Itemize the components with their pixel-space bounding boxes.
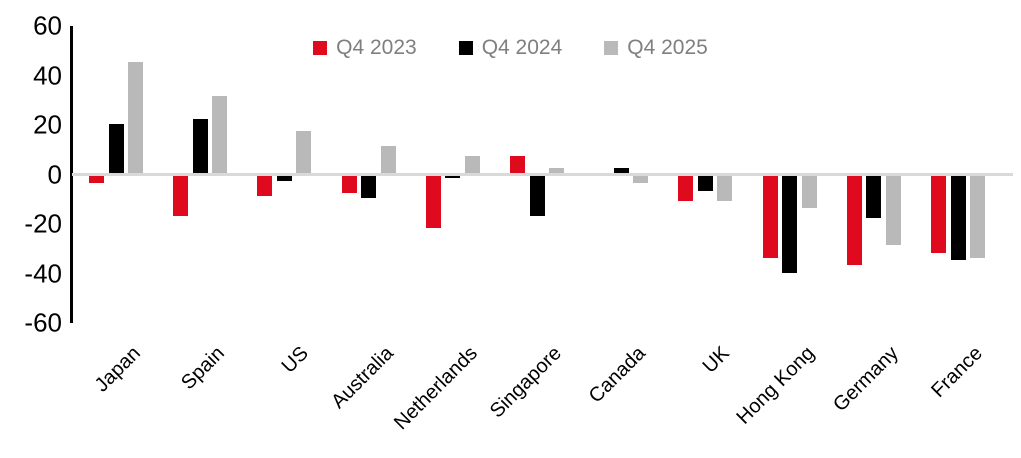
bar-netherlands-q4-2023: [425, 176, 441, 228]
legend-swatch-q4-2023: [313, 41, 328, 55]
x-tick-label-japan: Japan: [90, 342, 145, 397]
y-tick-label-40: 40: [33, 59, 62, 90]
bar-spain-q4-2023: [173, 176, 189, 216]
x-tick-label-france: France: [927, 342, 987, 402]
bar-japan-q4-2023: [89, 176, 104, 184]
bar-canada-q4-2025: [633, 176, 649, 184]
y-tick-label-20: 20: [33, 109, 62, 140]
x-tick-label-spain: Spain: [177, 342, 230, 395]
bar-us-q4-2025: [296, 130, 312, 173]
legend-item-q4-2023: Q4 2023: [313, 36, 417, 60]
bar-japan-q4-2024: [108, 123, 124, 173]
bar-australia-q4-2024: [361, 176, 377, 199]
bar-germany-q4-2025: [885, 176, 901, 246]
x-tick-label-canada: Canada: [584, 342, 651, 408]
legend-label-q4-2025: Q4 2025: [627, 36, 708, 59]
zero-line: [72, 173, 1013, 176]
bar-canada-q4-2024: [613, 168, 629, 173]
legend-item-q4-2025: Q4 2025: [604, 36, 708, 60]
bar-france-q4-2023: [931, 176, 946, 253]
x-tick-label-uk: UK: [699, 342, 735, 378]
y-axis-line: [70, 26, 73, 323]
x-tick-label-netherlands: Netherlands: [389, 342, 482, 435]
legend-label-q4-2024: Q4 2024: [481, 36, 563, 59]
bar-netherlands-q4-2025: [464, 155, 480, 173]
x-tick-label-australia: Australia: [326, 342, 398, 413]
bar-hong-kong-q4-2025: [801, 176, 817, 209]
x-tick-label-hong-kong: Hong Kong: [732, 342, 819, 429]
bar-singapore-q4-2025: [549, 168, 564, 173]
bar-hong-kong-q4-2023: [762, 176, 778, 258]
bar-uk-q4-2025: [717, 176, 733, 201]
bar-uk-q4-2023: [678, 176, 694, 201]
bar-france-q4-2025: [970, 176, 985, 258]
bar-australia-q4-2025: [380, 145, 396, 173]
y-tick-label--20: -20: [24, 208, 62, 239]
bar-australia-q4-2023: [341, 176, 357, 194]
y-tick-label-0: 0: [47, 158, 62, 189]
y-tick-label--60: -60: [24, 307, 62, 338]
bar-singapore-q4-2024: [529, 176, 545, 216]
bar-spain-q4-2024: [192, 118, 208, 173]
legend-item-q4-2024: Q4 2024: [458, 36, 563, 60]
bar-netherlands-q4-2024: [445, 176, 461, 179]
bar-singapore-q4-2023: [510, 155, 525, 173]
bar-japan-q4-2025: [128, 61, 143, 173]
bar-germany-q4-2023: [846, 176, 862, 266]
bar-spain-q4-2025: [212, 96, 228, 173]
x-tick-label-us: US: [278, 342, 314, 378]
legend: Q4 2023 Q4 2024 Q4 2025: [0, 36, 1021, 60]
bar-france-q4-2024: [950, 176, 966, 261]
bar-us-q4-2023: [257, 176, 273, 196]
y-tick-label-60: 60: [33, 10, 62, 41]
x-tick-label-singapore: Singapore: [485, 342, 566, 423]
y-tick-label--40: -40: [24, 257, 62, 288]
x-tick-label-germany: Germany: [828, 342, 903, 417]
legend-swatch-q4-2024: [458, 41, 473, 55]
legend-label-q4-2023: Q4 2023: [336, 36, 417, 59]
bar-uk-q4-2024: [697, 176, 713, 191]
bar-us-q4-2024: [276, 176, 292, 181]
bar-germany-q4-2024: [866, 176, 882, 219]
bar-hong-kong-q4-2024: [782, 176, 798, 273]
legend-swatch-q4-2025: [604, 41, 619, 55]
